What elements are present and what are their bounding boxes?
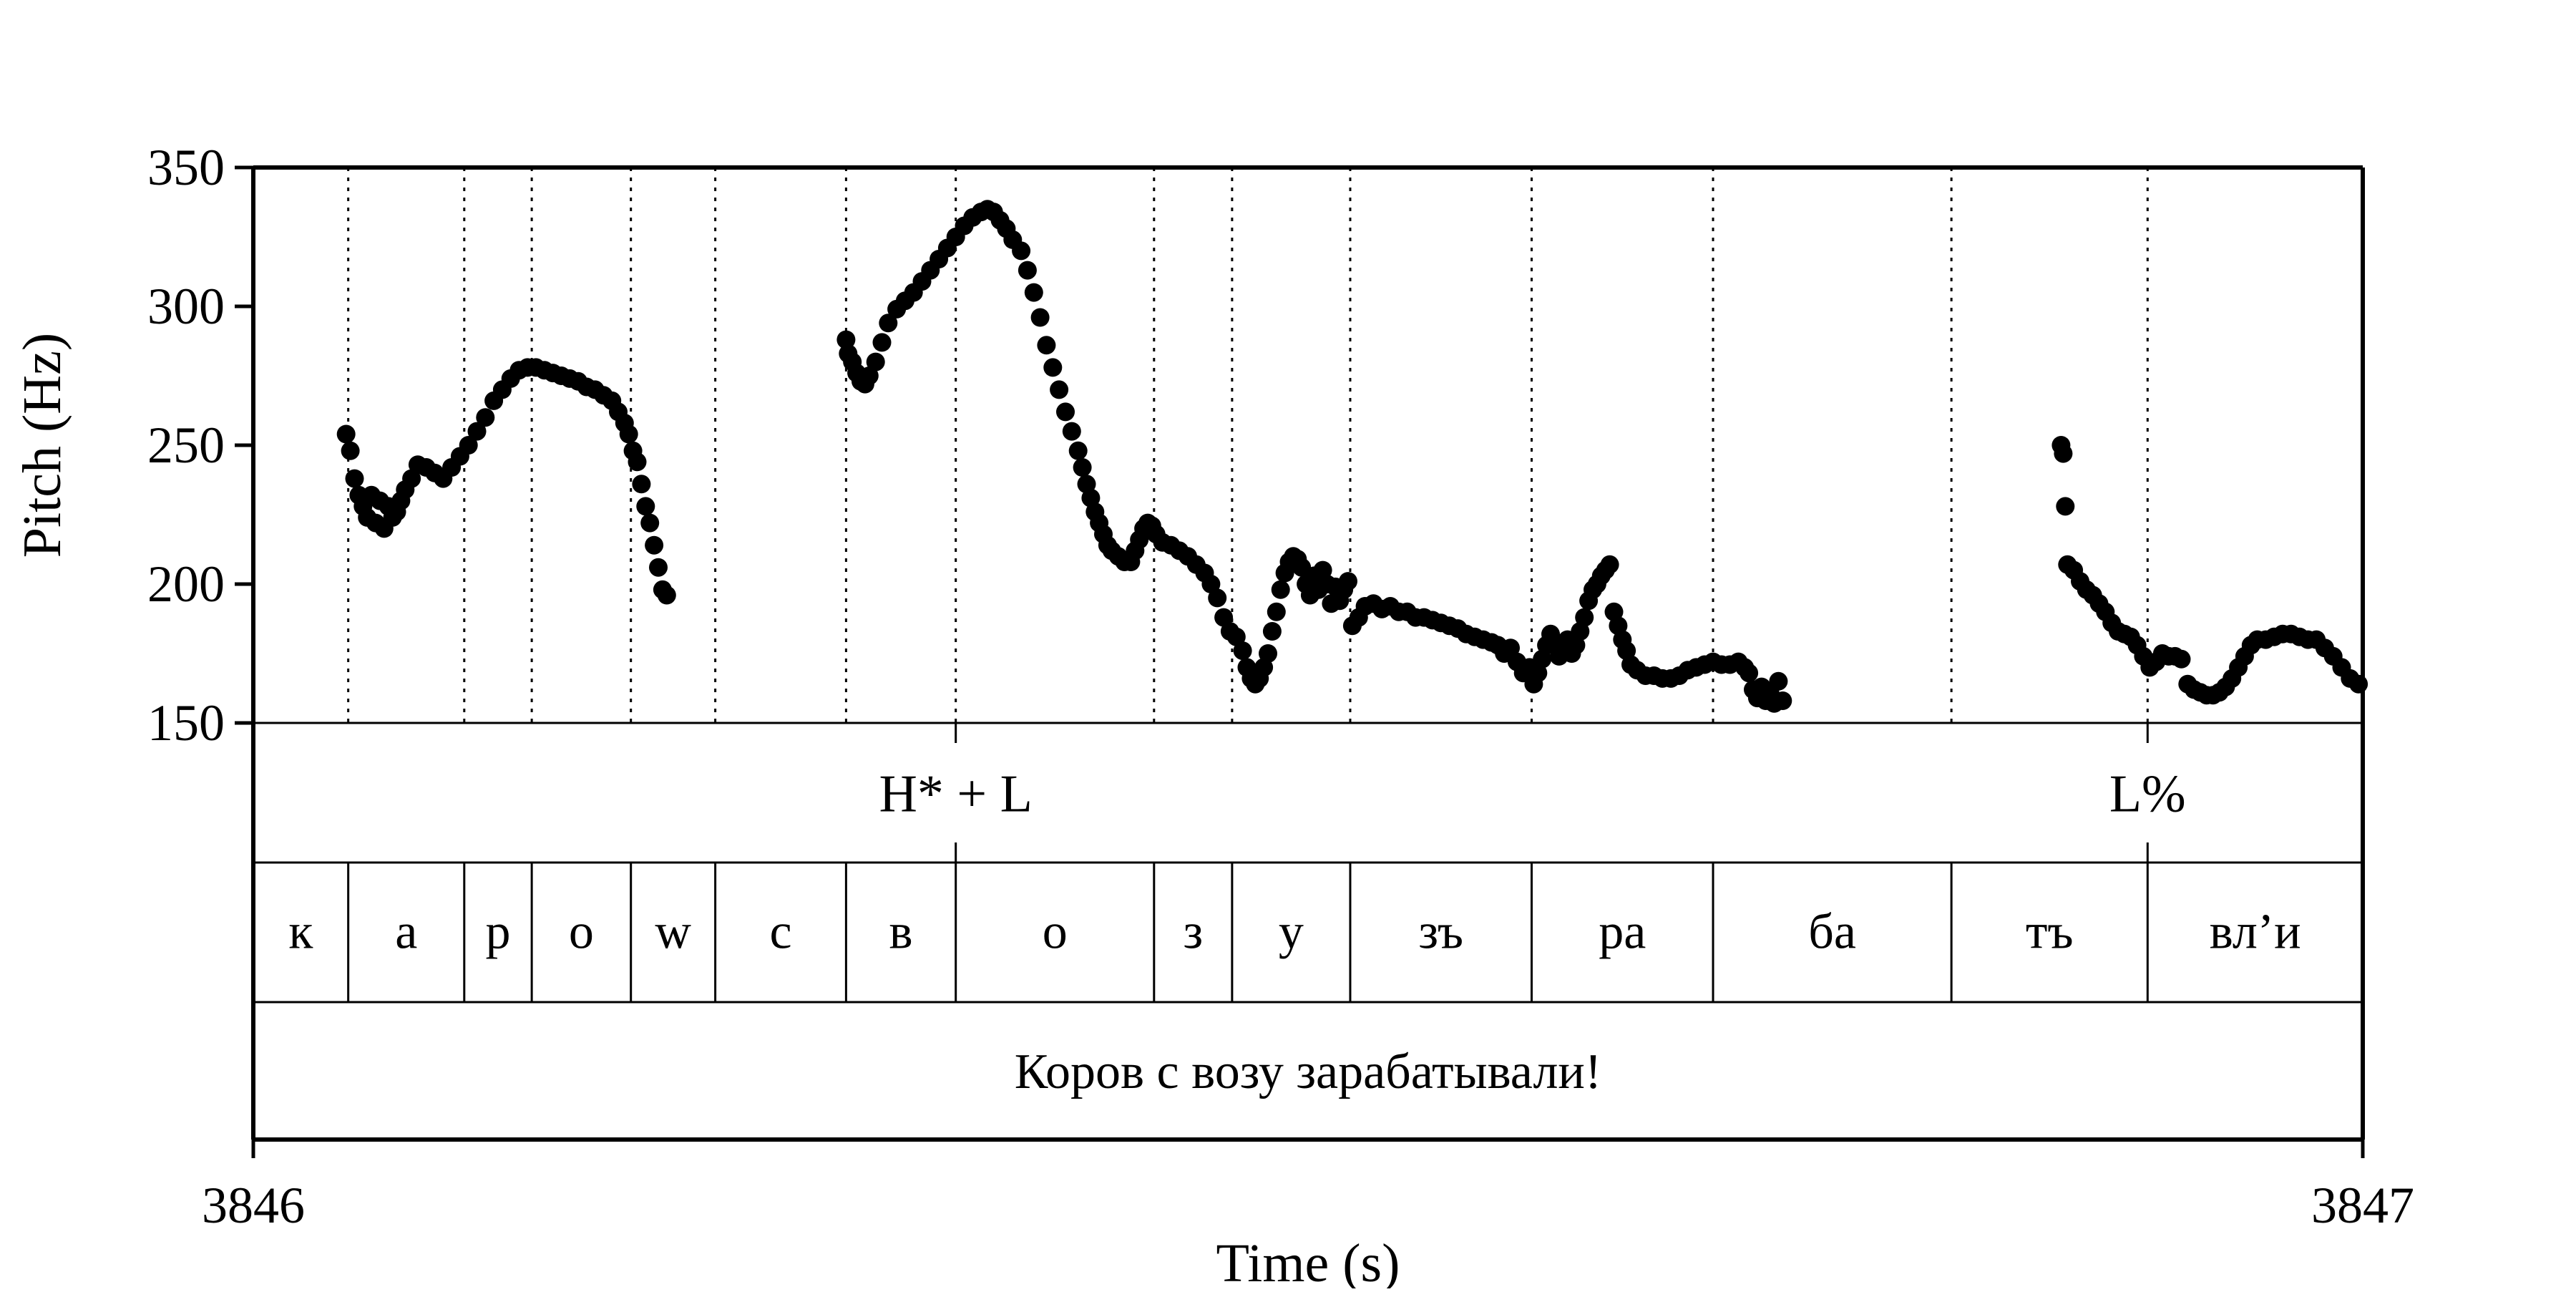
pitch-point (1226, 627, 1246, 646)
pitch-point (1501, 638, 1520, 658)
pitch-point (1773, 691, 1792, 710)
pitch-point (859, 366, 879, 385)
pitch-point (1012, 241, 1031, 261)
pitch-point (1259, 644, 1277, 663)
pitch-point (2172, 649, 2191, 669)
pitch-point (2056, 497, 2075, 516)
pitch-point (1030, 308, 1050, 327)
pitch-point (836, 330, 856, 349)
pitch-point (640, 513, 660, 533)
pitch-point (1043, 358, 1063, 377)
pitch-point (657, 586, 676, 605)
pitch-point (879, 314, 898, 333)
x-tick-label: 3847 (2311, 1177, 2414, 1234)
x-axis-title: Time (s) (1216, 1233, 1400, 1288)
chart-text: 150 200 250 300 350 3846 3847 Time (s) Pitch (Hz… (12, 139, 2414, 1292)
segment-boundary-lines (347, 167, 2149, 723)
pitch-point (1018, 261, 1037, 280)
segment-label: вл’и (2210, 905, 2301, 960)
pitch-point (866, 352, 885, 371)
segment-label: тъ (2026, 905, 2074, 960)
pitch-point (345, 469, 364, 488)
pitch-point (1271, 580, 1290, 599)
pitch-point (1339, 572, 1357, 591)
segment-label: ба (1808, 905, 1856, 960)
utterance-label: Коров с возу зарабатывали! (1015, 1044, 1601, 1099)
pitch-point (2349, 674, 2368, 694)
tone-label: L% (2109, 765, 2186, 824)
pitch-point (1233, 641, 1252, 661)
pitch-point (1201, 575, 1221, 593)
pitch-point (1769, 671, 1788, 691)
pitch-point (467, 422, 487, 441)
segment-label: к (288, 905, 313, 960)
segment-label: а (395, 905, 417, 960)
pitch-point (1073, 458, 1092, 477)
segment-label: р (485, 905, 510, 960)
pitch-point (632, 475, 651, 494)
segment-label: с (769, 905, 791, 960)
pitch-point (1740, 664, 1759, 683)
pitch-points (336, 200, 2368, 713)
pitch-point (1214, 608, 1234, 627)
pitch-point (341, 441, 360, 460)
pitch-point (1267, 602, 1286, 621)
y-tick-label: 200 (147, 555, 225, 613)
segment-label: ра (1599, 905, 1646, 960)
pitch-point (1208, 588, 1227, 608)
pitch-point (649, 558, 668, 577)
pitch-point (476, 408, 495, 427)
y-tick-label: 250 (147, 417, 225, 474)
pitch-point (1050, 380, 1069, 399)
pitch-point (402, 469, 421, 488)
y-tick-label: 150 (147, 694, 225, 752)
pitch-point (1037, 336, 1056, 355)
segment-label: з (1184, 905, 1204, 960)
pitch-point (2054, 444, 2073, 463)
segment-label: у (1279, 905, 1304, 960)
pitch-point (459, 436, 478, 455)
tone-label: H* + L (879, 765, 1032, 824)
segment-label: о (1043, 905, 1068, 960)
pitch-point (1056, 402, 1075, 422)
y-tick-label: 350 (147, 139, 225, 196)
segment-label: о (569, 905, 594, 960)
pitch-point (1600, 555, 1619, 574)
pitch-point (619, 424, 638, 444)
x-tick-label: 3846 (202, 1177, 305, 1234)
pitch-point (1068, 441, 1088, 460)
pitch-point (1575, 608, 1594, 627)
pitch-point (1062, 422, 1081, 441)
y-axis-title: Pitch (Hz) (12, 333, 72, 558)
pitch-point (1024, 283, 1043, 302)
segment-label: зъ (1418, 905, 1463, 960)
pitch-point (1262, 622, 1282, 641)
pitch-point (628, 452, 647, 472)
segment-label: w (655, 905, 691, 960)
y-tick-label: 300 (147, 278, 225, 335)
pitch-point (336, 424, 356, 444)
plot-frame (235, 165, 2365, 1158)
pitch-point (645, 535, 664, 555)
pitch-point (636, 497, 655, 516)
pitch-point (872, 333, 892, 352)
segment-label: в (889, 905, 913, 960)
